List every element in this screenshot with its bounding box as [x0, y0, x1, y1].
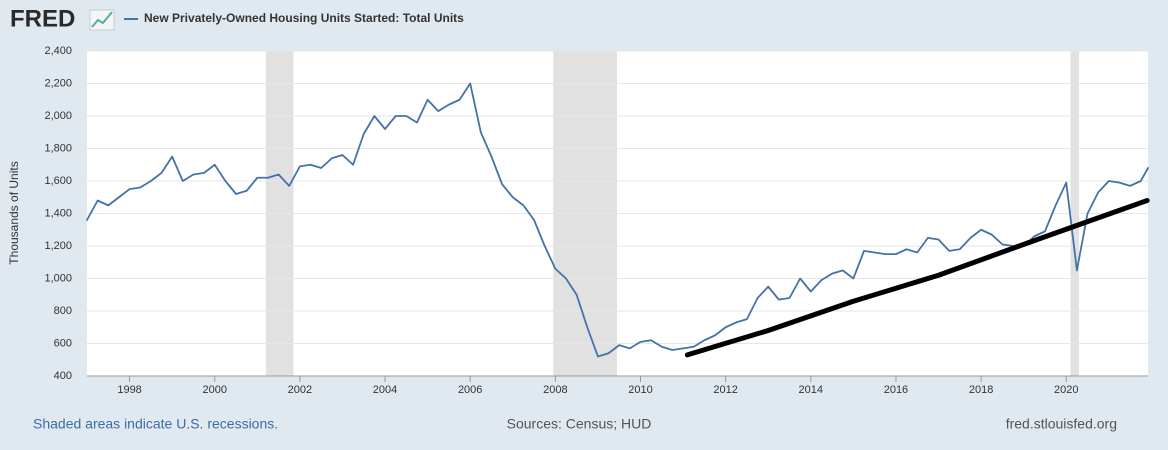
x-tick-label: 2012 — [713, 384, 737, 396]
y-tick-label: 400 — [54, 370, 72, 382]
x-tick-label: 2000 — [202, 384, 226, 396]
legend-label: New Privately-Owned Housing Units Starte… — [144, 11, 464, 25]
trend-line — [684, 198, 1150, 358]
x-tick-label: 2014 — [799, 384, 823, 396]
logo: FRED — [10, 5, 75, 32]
y-tick-label: 1,400 — [44, 207, 72, 219]
y-tick-label: 800 — [54, 305, 72, 317]
y-tick-label: 1,800 — [44, 142, 72, 154]
y-axis-label: Thousands of Units — [7, 161, 21, 264]
x-tick-label: 2006 — [458, 384, 482, 396]
x-tick-label: 2004 — [373, 384, 397, 396]
x-tick-label: 2010 — [628, 384, 652, 396]
y-tick-label: 2,000 — [44, 110, 72, 122]
logo-icon — [89, 9, 115, 31]
x-tick-label: 2018 — [969, 384, 993, 396]
x-tick-label: 2020 — [1054, 384, 1078, 396]
x-tick-label: 2016 — [884, 384, 908, 396]
y-tick-label: 1,600 — [44, 175, 72, 187]
site-url[interactable]: fred.stlouisfed.org — [1006, 416, 1117, 432]
y-tick-label: 2,400 — [44, 45, 72, 57]
series-line — [86, 82, 1149, 358]
x-tick-label: 2008 — [543, 384, 567, 396]
source: Sources: Census; HUD — [507, 416, 652, 432]
y-tick-label: 1,000 — [44, 272, 72, 284]
y-tick-label: 600 — [54, 337, 72, 349]
y-tick-label: 2,200 — [44, 77, 72, 89]
x-tick-label: 1998 — [117, 384, 141, 396]
recession-note: Shaded areas indicate U.S. recessions. — [33, 416, 278, 432]
x-tick-label: 2002 — [288, 384, 312, 396]
y-tick-label: 1,200 — [44, 240, 72, 252]
